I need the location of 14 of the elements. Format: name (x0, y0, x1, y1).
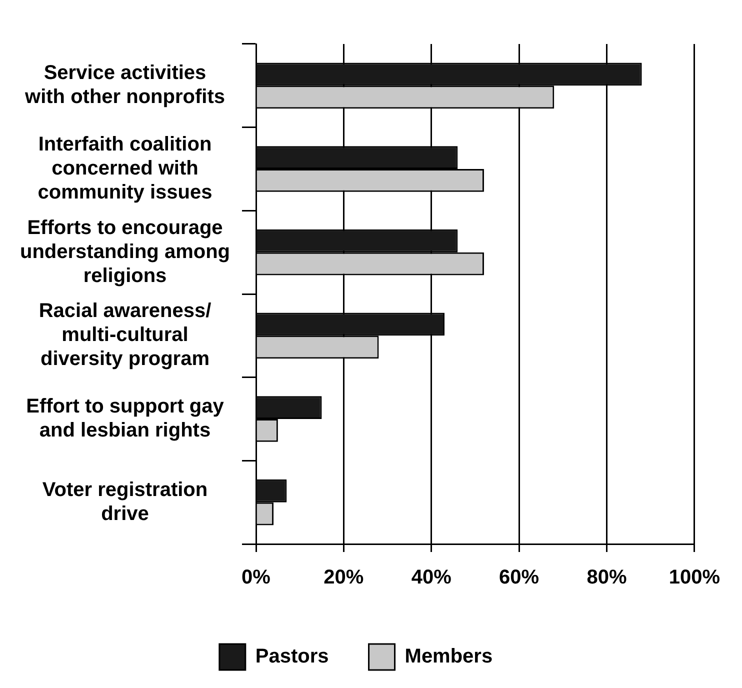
y-tick-label: Service activities with other nonprofits (24, 62, 225, 108)
legend-label: Pastors (255, 646, 329, 668)
x-tick-label: 20% (324, 566, 364, 589)
x-tick-label: 0% (242, 566, 271, 589)
x-tick-label: 40% (411, 566, 452, 589)
y-tick-label: Effort to support gay and lesbian rights (26, 396, 225, 442)
y-tick-label: Efforts to encourage understanding among religions (20, 216, 230, 287)
y-tick-label: Voter registration drive (42, 478, 208, 525)
y-tick-label: Racial awareness/ multi-cultural diversity program (38, 300, 212, 370)
x-tick-label: 80% (586, 566, 627, 589)
x-tick-label: 60% (499, 566, 540, 589)
x-tick-label: 100% (668, 566, 720, 589)
y-tick-label: Interfaith coalition concerned with community issues (38, 134, 212, 204)
legend-label: Members (404, 646, 493, 668)
